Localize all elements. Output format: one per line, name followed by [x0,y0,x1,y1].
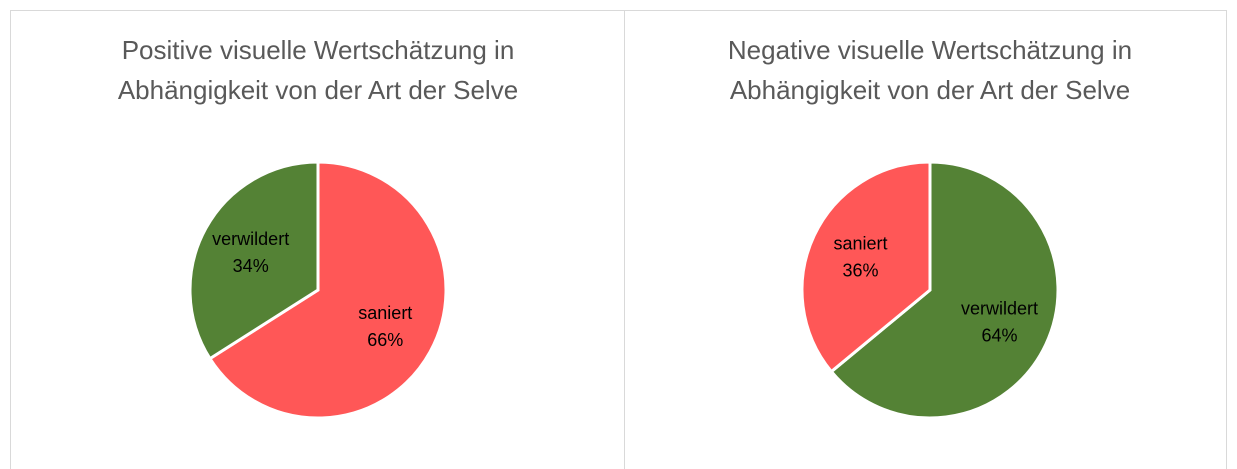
pie-slice [188,160,320,361]
category-label: saniert [833,233,887,253]
value-label: 36% [842,260,878,280]
value-label: 64% [981,325,1017,345]
value-label: 34% [233,256,269,276]
chart-title: Abhängigkeit von der Art der Selve [730,75,1130,105]
data-label: verwildert 34% [212,229,289,276]
data-label: saniert 36% [833,233,887,280]
chart-title: Negative visuelle Wertschätzung in [728,35,1132,65]
value-label: 66% [367,330,403,350]
pie-slice [207,160,448,420]
chart-title: Positive visuelle Wertschätzung in [122,35,515,65]
data-label: saniert 66% [358,303,412,350]
chart-title: Abhängigkeit von der Art der Selve [118,75,518,105]
pie-slice [800,160,932,374]
category-label: verwildert [961,298,1038,318]
pie-slice [829,160,1060,420]
data-label: verwildert 64% [961,298,1038,345]
category-label: verwildert [212,229,289,249]
category-label: saniert [358,303,412,323]
